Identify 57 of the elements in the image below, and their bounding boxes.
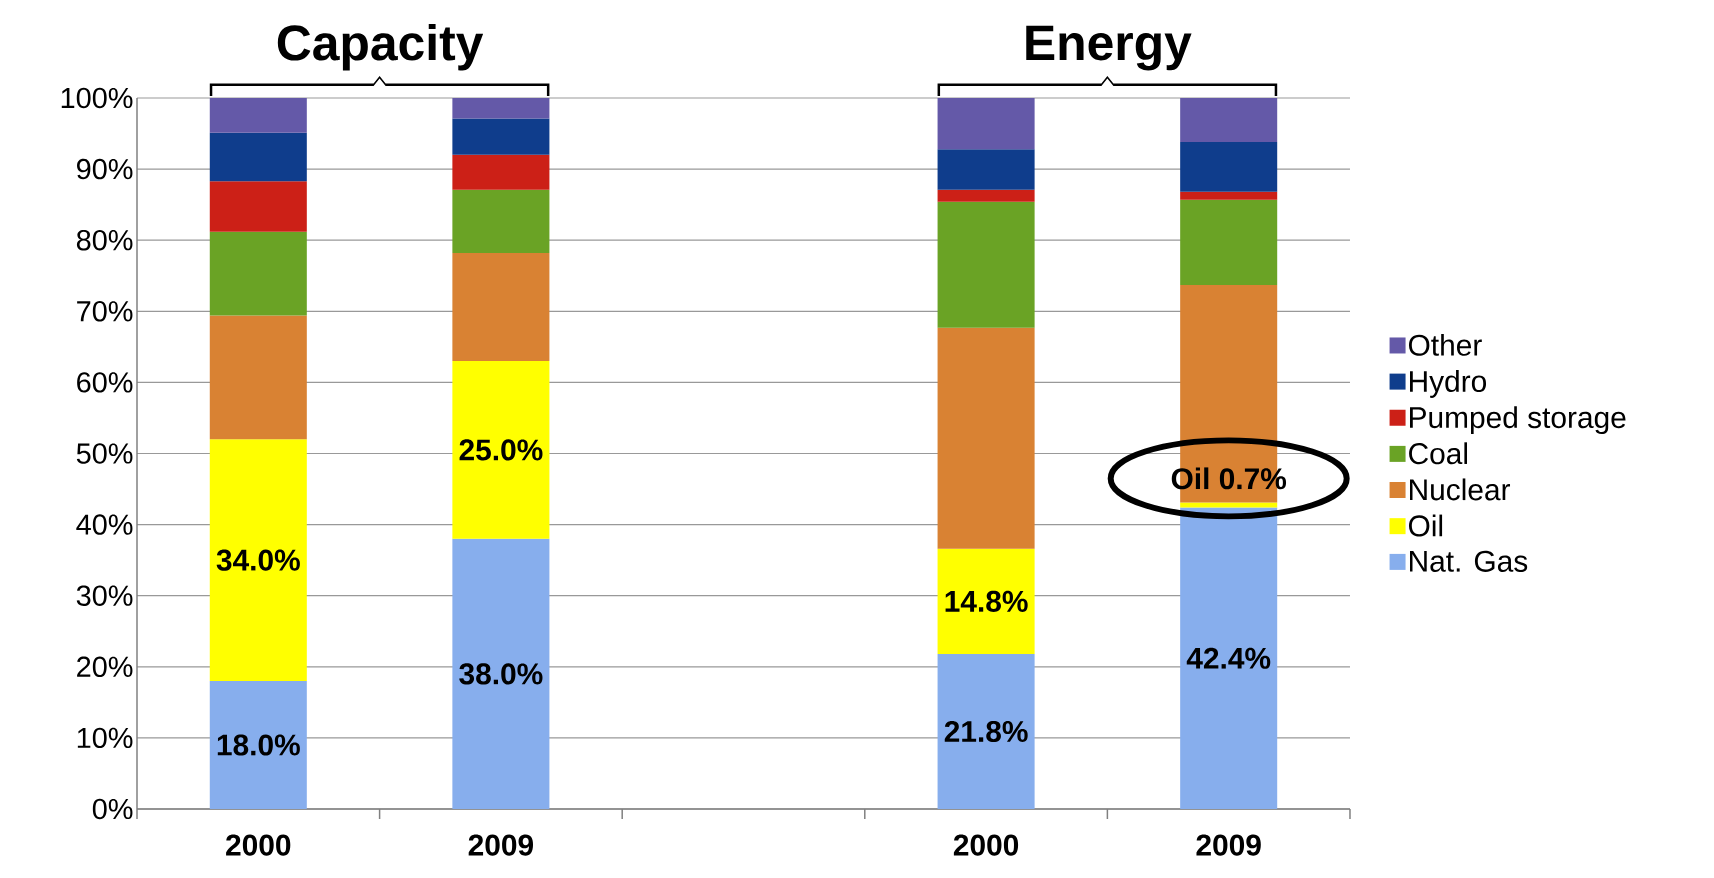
bar bbox=[937, 201, 1035, 328]
y-tick-label: 90% bbox=[77, 158, 133, 180]
bar bbox=[452, 154, 550, 190]
data-label: 14.8% bbox=[945, 590, 1028, 612]
bar bbox=[937, 327, 1035, 549]
bar bbox=[452, 118, 550, 155]
y-tick-label: 50% bbox=[76, 443, 133, 464]
bar bbox=[209, 97, 307, 133]
bar bbox=[937, 548, 1035, 654]
data-label: 21.8% bbox=[944, 720, 1028, 743]
legend-label: Coal bbox=[1409, 442, 1468, 465]
y-tick-label: 0% bbox=[92, 798, 133, 820]
text: Energy bbox=[1026, 25, 1192, 71]
data-label: 42.4% bbox=[1186, 647, 1271, 669]
bar bbox=[209, 231, 307, 316]
y-tick-label: 10% bbox=[77, 727, 133, 749]
bar bbox=[937, 189, 1035, 202]
legend-label: Pumped storage bbox=[1410, 406, 1626, 435]
y-tick-label: 80% bbox=[76, 229, 133, 251]
bar bbox=[452, 538, 550, 809]
legend-label: Hydro bbox=[1410, 370, 1487, 398]
legend-label: Other bbox=[1408, 333, 1482, 356]
x-tick-label: 2000 bbox=[953, 834, 1019, 856]
text: Capacity bbox=[277, 24, 484, 71]
bar bbox=[209, 315, 307, 440]
bar bbox=[209, 439, 307, 682]
legend-label: Nat. Gas bbox=[1410, 550, 1528, 572]
y-tick-label: 20% bbox=[77, 656, 133, 678]
bar bbox=[209, 181, 307, 232]
data-label: 34.0% bbox=[216, 549, 300, 571]
x-tick-label: 2000 bbox=[226, 834, 291, 856]
data-label: 38.0% bbox=[459, 663, 543, 685]
bar bbox=[452, 97, 550, 119]
data-label: 25.0% bbox=[459, 439, 543, 461]
bar bbox=[209, 132, 307, 182]
x-tick-label: 2009 bbox=[1196, 834, 1261, 856]
x-tick-label: 2009 bbox=[468, 834, 534, 856]
bar bbox=[1180, 191, 1278, 200]
bar bbox=[937, 654, 1035, 809]
bar bbox=[1180, 97, 1278, 143]
y-tick-label: 100% bbox=[61, 87, 133, 109]
bar bbox=[452, 189, 550, 253]
bar bbox=[209, 681, 307, 809]
y-tick-label: 40% bbox=[76, 514, 133, 535]
bar bbox=[452, 361, 550, 539]
data-label: 18.0% bbox=[217, 734, 300, 756]
bar bbox=[1180, 199, 1278, 285]
y-tick-label: 70% bbox=[77, 301, 133, 322]
bar bbox=[1180, 142, 1278, 192]
bar bbox=[452, 252, 550, 362]
legend-label: Oil bbox=[1408, 514, 1443, 537]
bar bbox=[937, 97, 1035, 150]
y-tick-label: 30% bbox=[76, 585, 133, 606]
bar bbox=[937, 149, 1035, 190]
bar bbox=[1180, 502, 1278, 508]
legend-label: Nuclear bbox=[1410, 478, 1511, 501]
y-tick-label: 60% bbox=[77, 372, 133, 393]
